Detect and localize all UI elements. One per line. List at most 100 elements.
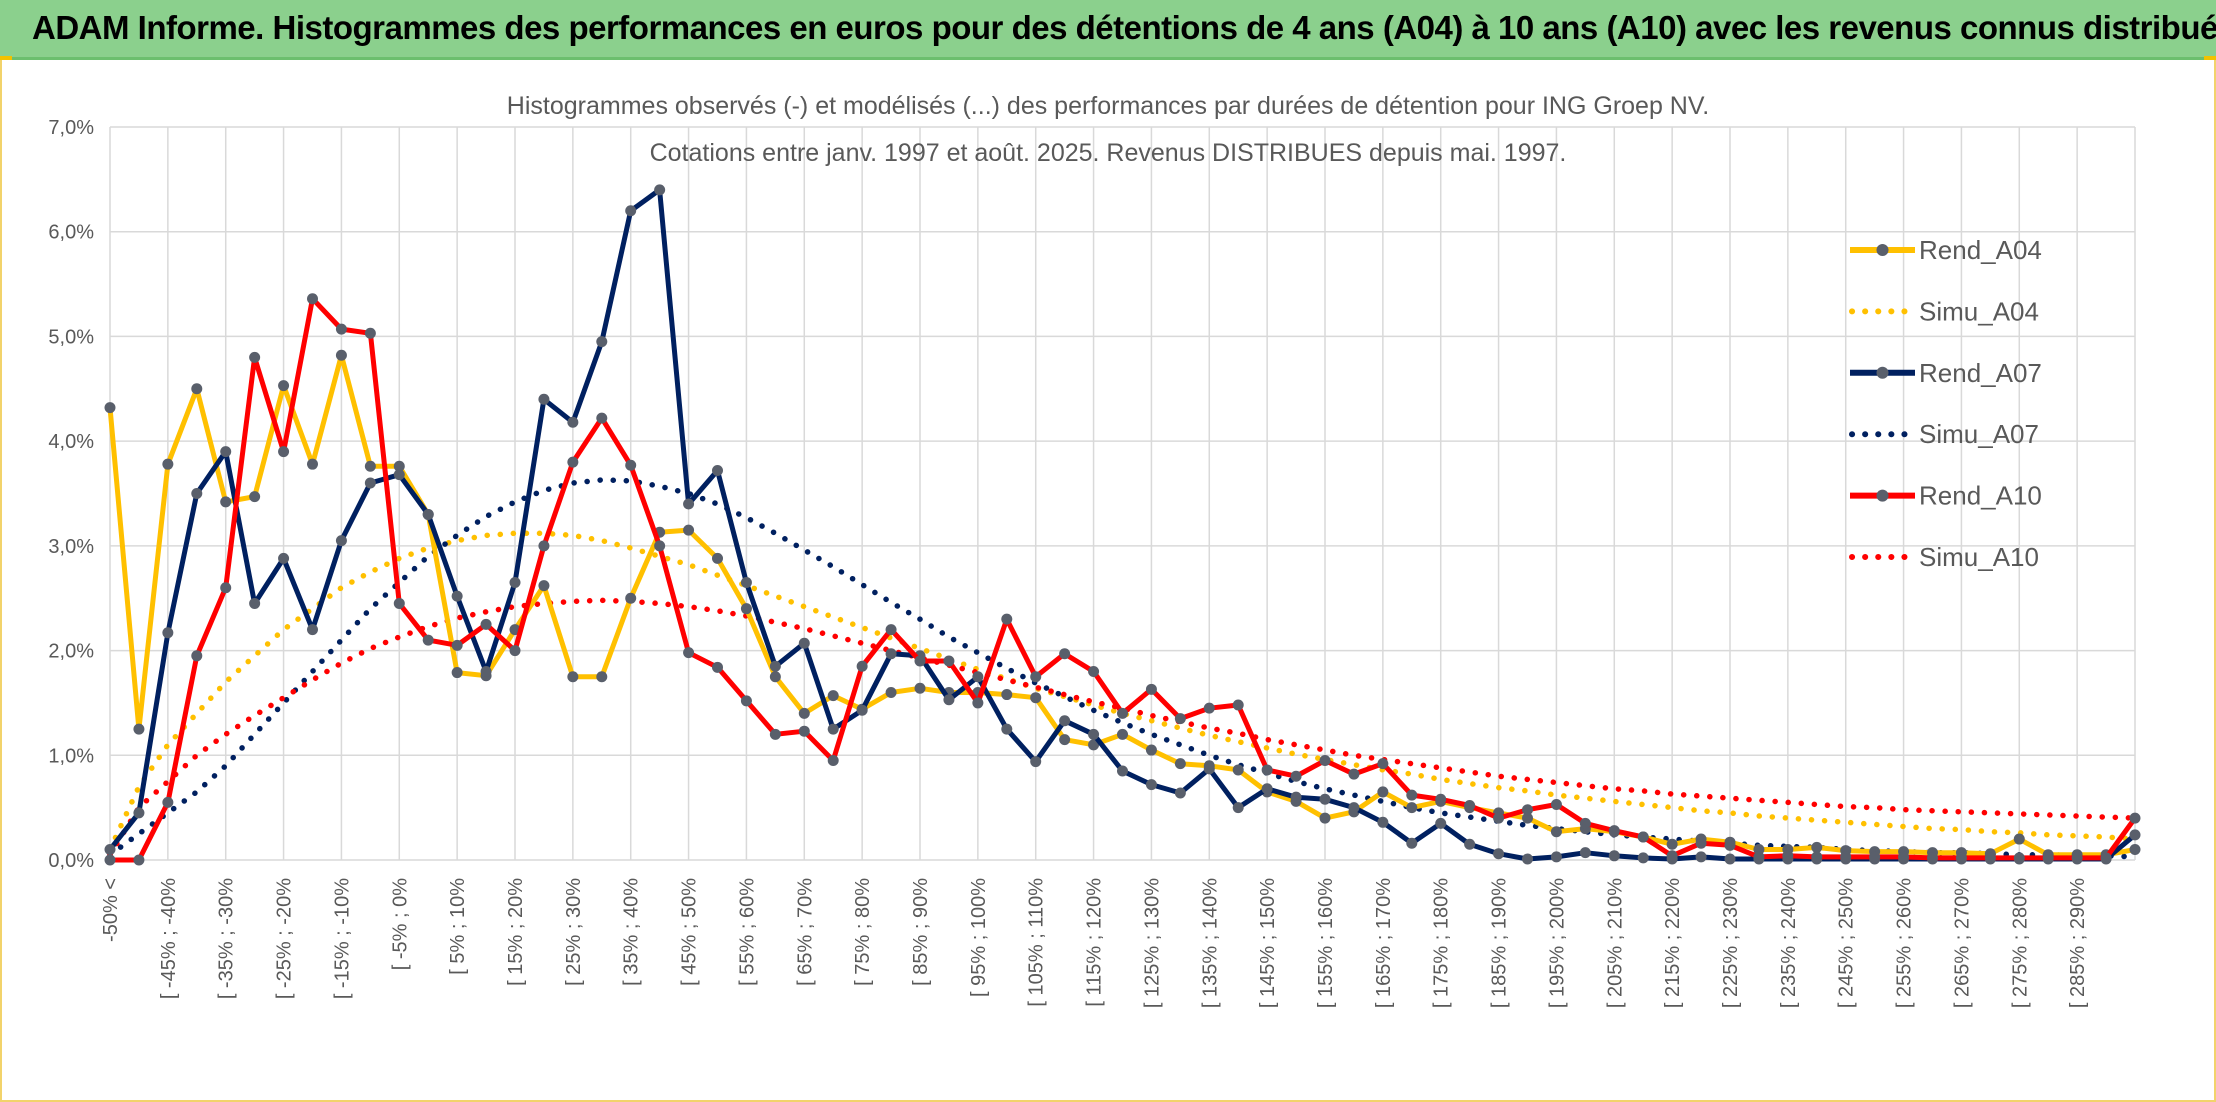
data-point: [1088, 728, 1100, 740]
data-point: [220, 496, 232, 508]
data-point: [393, 469, 405, 481]
x-tick-label: [ 95% ; 100%: [968, 878, 990, 997]
data-point: [335, 535, 347, 547]
data-point: [769, 660, 781, 672]
data-point: [1117, 728, 1128, 740]
series-layer: [104, 184, 2141, 866]
data-point: [1435, 817, 1447, 829]
y-tick-label: 4,0%: [48, 431, 94, 453]
data-point: [509, 577, 521, 589]
data-point: [1117, 765, 1128, 777]
y-tick-label: 6,0%: [48, 222, 94, 244]
x-tick-label: [ 275% ; 280%: [2009, 878, 2031, 1008]
data-point: [1203, 763, 1215, 775]
data-point: [914, 655, 926, 667]
data-point: [567, 416, 579, 428]
data-point: [885, 624, 897, 636]
data-point: [1406, 802, 1418, 814]
data-point: [538, 393, 550, 405]
legend-label: Rend_A07: [1919, 358, 2042, 388]
banner-accent-right: [2204, 56, 2216, 60]
data-point: [278, 552, 290, 564]
data-point: [1406, 837, 1418, 849]
data-point: [740, 603, 752, 615]
series-Simu_A10: [107, 597, 2138, 858]
x-tick-label: [ 215% ; 220%: [1662, 878, 1684, 1008]
data-point: [1319, 755, 1331, 767]
data-point: [1145, 779, 1157, 791]
data-point: [1088, 666, 1100, 678]
legend-item-Rend_A07: Rend_A07: [1850, 358, 2042, 388]
data-point: [1550, 851, 1562, 863]
data-point: [798, 637, 810, 649]
data-point: [1377, 816, 1389, 828]
data-point: [1030, 671, 1042, 683]
data-point: [2042, 852, 2054, 864]
data-point: [972, 671, 984, 683]
data-point: [1261, 764, 1273, 776]
data-point: [712, 661, 723, 673]
x-tick-label: [ 135% ; 140%: [1199, 878, 1221, 1008]
data-point: [1869, 851, 1881, 863]
data-point: [856, 660, 868, 672]
data-point: [364, 460, 376, 472]
data-point: [1348, 802, 1360, 814]
data-point: [712, 464, 723, 476]
legend: Rend_A04 Simu_A04 Rend_A07 Simu_A07 Rend_A10…: [1849, 235, 2042, 572]
legend-item-Rend_A04: Rend_A04: [1850, 235, 2042, 265]
series-line-Rend_A07: [108, 187, 2137, 862]
data-point: [1001, 723, 1013, 735]
data-point: [798, 725, 810, 737]
legend-label: Simu_A07: [1919, 419, 2039, 449]
x-tick-label: [ 65% ; 70%: [794, 878, 816, 986]
data-point: [133, 854, 145, 866]
data-point: [133, 723, 145, 735]
legend-marker: [1876, 366, 1889, 379]
data-point: [1377, 758, 1389, 770]
data-point: [1579, 847, 1591, 859]
data-point: [1145, 744, 1157, 756]
data-point: [1319, 812, 1331, 824]
chart-frame: [0, 60, 2216, 1102]
data-point: [1174, 758, 1186, 770]
chart-title-line-2: Cotations entre janv. 1997 et août. 2025…: [650, 139, 1567, 167]
data-point: [1522, 853, 1533, 865]
data-point: [307, 624, 318, 636]
data-point: [1001, 689, 1013, 701]
y-axis-ticks: 0,0% 1,0% 2,0% 3,0% 4,0% 5,0% 6,0% 7,0%: [48, 117, 94, 872]
data-point: [451, 667, 463, 679]
data-point: [1406, 789, 1418, 801]
data-point: [1637, 831, 1649, 843]
x-tick-label: [ 115% ; 120%: [1084, 878, 1106, 1007]
data-point: [133, 807, 145, 819]
data-point: [769, 671, 781, 683]
data-point: [1522, 812, 1533, 824]
data-point: [567, 456, 579, 468]
data-point: [683, 498, 695, 510]
x-tick-label: [ -45% ; -40%: [158, 878, 180, 999]
data-point: [1001, 613, 1013, 625]
data-point: [769, 728, 781, 740]
data-point: [1753, 851, 1765, 863]
data-point: [1290, 770, 1302, 782]
data-point: [1348, 768, 1360, 780]
data-point: [654, 540, 666, 552]
data-point: [625, 205, 637, 217]
legend-marker: [1876, 489, 1889, 502]
data-point: [1261, 783, 1273, 795]
data-point: [2129, 829, 2141, 841]
data-point: [1145, 683, 1157, 695]
x-tick-label: [ 265% ; 270%: [1951, 878, 1973, 1008]
data-point: [307, 458, 318, 470]
data-point: [1203, 702, 1215, 714]
data-point: [1464, 838, 1476, 850]
data-point: [1550, 826, 1562, 838]
series-line-Simu_A07: [107, 477, 2138, 860]
data-point: [683, 524, 695, 536]
legend-item-Simu_A04: Simu_A04: [1849, 296, 2039, 326]
data-point: [1174, 713, 1186, 725]
data-point: [625, 592, 637, 604]
legend-item-Simu_A10: Simu_A10: [1849, 542, 2039, 572]
banner-accent-left: [0, 56, 12, 60]
data-point: [827, 723, 839, 735]
